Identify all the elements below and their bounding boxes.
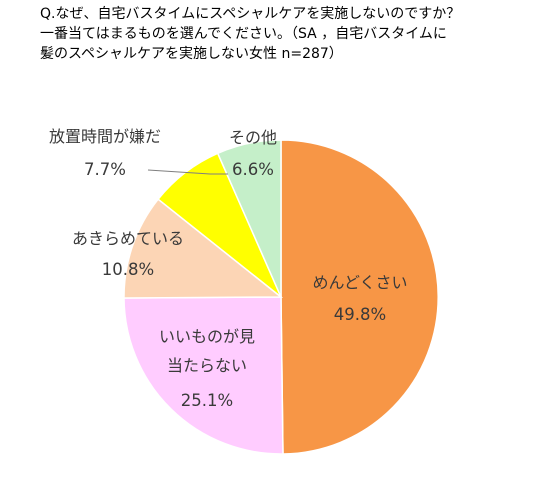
slice-label-1: めんどくさい bbox=[312, 273, 407, 292]
chart-title: Q.なぜ、自宅バスタイムにスペシャルケアを実施しないのですか？ 一番当てはまるも… bbox=[40, 6, 460, 62]
chart-title-line-3: 髪のスペシャルケアを実施しない女性 n=287） bbox=[40, 45, 343, 62]
slice-label-2-line-2: 当たらない bbox=[167, 356, 247, 375]
slice-value-3: 10.8% bbox=[102, 260, 154, 279]
leader-lines bbox=[147, 169, 228, 175]
pie-slice-3 bbox=[123, 198, 284, 299]
leader-line-4 bbox=[147, 169, 228, 175]
pie-slice-2 bbox=[123, 296, 284, 455]
pie-slice-5 bbox=[216, 139, 282, 298]
slice-value-4: 7.7% bbox=[84, 160, 126, 179]
pie-slice-1 bbox=[280, 139, 439, 455]
slice-label-5: その他 bbox=[229, 128, 277, 147]
chart-title-line-2: 一番当てはまるものを選んでください。（SA ，自宅バスタイムに bbox=[40, 26, 447, 42]
pie-slices bbox=[123, 139, 439, 455]
slice-label-3: あきらめている bbox=[72, 229, 184, 248]
slice-value-2: 25.1% bbox=[181, 391, 233, 410]
slice-label-2-line-1: いいものが見 bbox=[159, 327, 255, 346]
slice-value-1: 49.8% bbox=[334, 305, 386, 324]
chart-title-line-1: Q.なぜ、自宅バスタイムにスペシャルケアを実施しないのですか？ bbox=[40, 6, 460, 22]
slice-label-4: 放置時間が嫌だ bbox=[49, 127, 161, 146]
slice-value-5: 6.6% bbox=[232, 160, 274, 179]
